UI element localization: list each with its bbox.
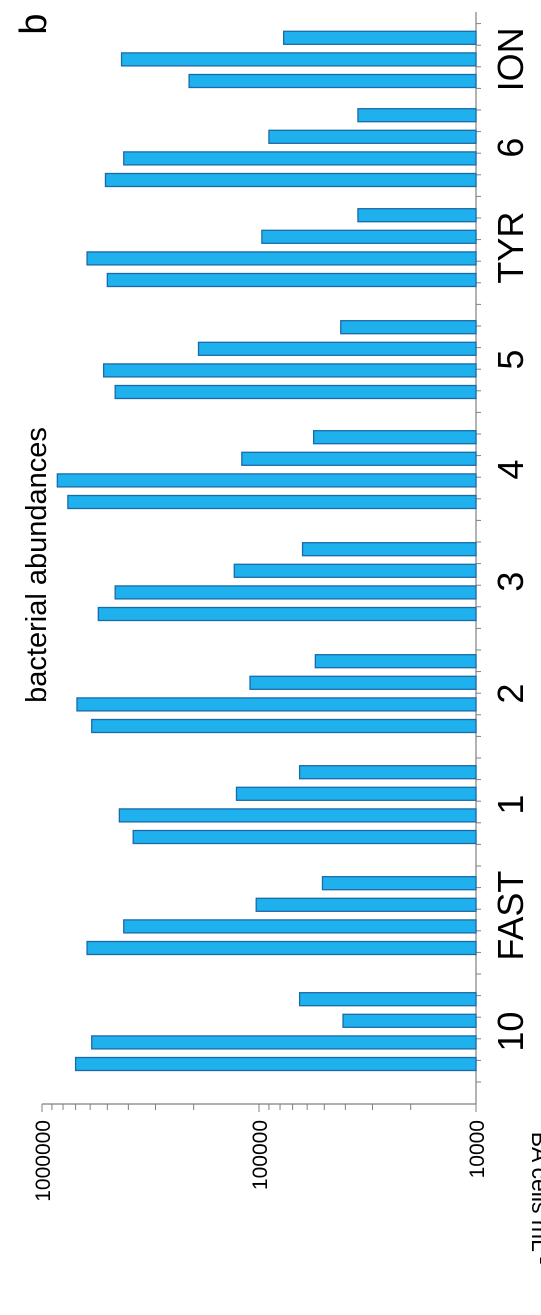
bar-3-4 — [301, 542, 477, 557]
category-label: 6 — [490, 138, 531, 158]
bar-FAST-1 — [86, 940, 477, 956]
bar-2-4 — [314, 654, 477, 669]
category-label: FAST — [490, 871, 531, 961]
bar-TYR-1 — [106, 272, 477, 288]
bar-5-3 — [197, 341, 477, 356]
category-label: 3 — [490, 572, 531, 592]
category-labels: 10 FAST 1 2 3 4 5 TYR 6 ION — [490, 27, 531, 1051]
bar-2-1 — [91, 718, 477, 734]
panel-label: b — [13, 13, 55, 34]
bar-ION-3 — [282, 30, 477, 45]
bar-3-1 — [97, 606, 477, 622]
chart-title: bacterial abundances — [21, 427, 53, 703]
y-axis-label-main: BA cells mL — [527, 1132, 541, 1252]
value-tick-label: 1000000 — [32, 1120, 55, 1202]
bar-4-3 — [241, 451, 477, 466]
bar-ION-1 — [188, 73, 477, 89]
bar-6-2 — [123, 151, 477, 166]
category-label: 4 — [490, 460, 531, 480]
bar-TYR-4 — [357, 208, 477, 223]
bar-FAST-3 — [255, 897, 477, 912]
bar-3-2 — [114, 585, 477, 600]
bar-4-2 — [56, 473, 477, 488]
y-axis-label: BA cells mL-1 — [527, 1132, 541, 1265]
bar-6-1 — [104, 172, 477, 188]
category-label: 5 — [490, 350, 531, 370]
bar-1-3 — [235, 786, 477, 801]
bar-2-3 — [249, 675, 477, 690]
bar-TYR-2 — [86, 251, 477, 266]
bar-5-1 — [114, 384, 477, 400]
bar-10-4 — [298, 992, 477, 1007]
bars — [56, 30, 477, 1072]
category-label: TYR — [490, 212, 531, 284]
bar-TYR-3 — [261, 229, 477, 244]
bar-FAST-2 — [123, 919, 477, 934]
bar-5-2 — [102, 363, 477, 378]
bar-3-3 — [233, 563, 477, 578]
bar-4-4 — [312, 430, 477, 445]
category-label: ION — [490, 27, 531, 91]
bar-ION-2 — [120, 52, 477, 67]
category-label: 2 — [490, 684, 531, 704]
bar-1-2 — [118, 808, 477, 823]
value-tick-label: 100000 — [249, 1120, 272, 1190]
bar-10-3 — [342, 1013, 477, 1028]
bar-6-3 — [268, 129, 477, 144]
bar-1-1 — [132, 829, 477, 845]
bar-FAST-4 — [321, 876, 477, 891]
bar-4-1 — [67, 494, 477, 510]
bar-10-2 — [91, 1035, 477, 1050]
bar-1-4 — [298, 765, 477, 780]
bar-6-4 — [357, 108, 477, 123]
value-tick-label: 10000 — [466, 1120, 489, 1178]
bar-2-2 — [76, 697, 477, 712]
bar-10-1 — [74, 1056, 477, 1072]
bar-5-4 — [340, 320, 477, 335]
category-label: 1 — [490, 795, 531, 815]
y-axis-label-sup: -1 — [537, 1252, 541, 1265]
category-label: 10 — [490, 1012, 531, 1052]
